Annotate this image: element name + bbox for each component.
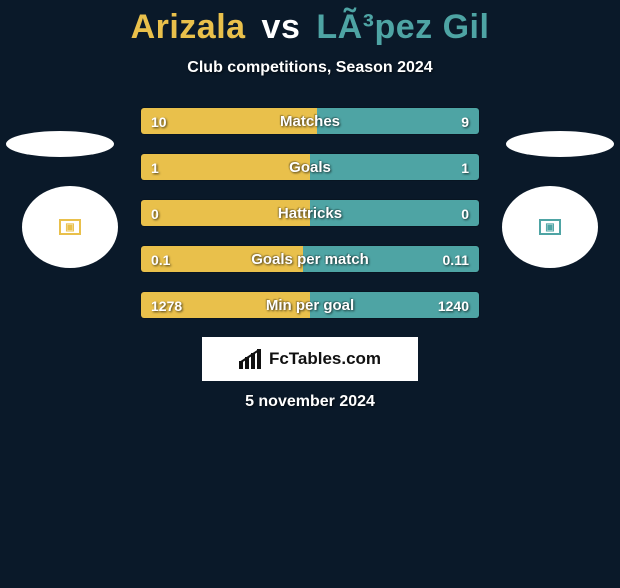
bar-label: Min per goal [141, 292, 479, 318]
brand-box: FcTables.com [202, 337, 418, 381]
left-club-badge: ▣ [22, 186, 118, 268]
bar-row: 0.10.11Goals per match [140, 245, 480, 273]
right-club-badge: ▣ [502, 186, 598, 268]
brand-chart-icon [239, 349, 263, 369]
bar-label: Hattricks [141, 200, 479, 226]
bar-label: Goals per match [141, 246, 479, 272]
bar-row: 00Hattricks [140, 199, 480, 227]
bar-label: Goals [141, 154, 479, 180]
bar-label: Matches [141, 108, 479, 134]
bar-row: 12781240Min per goal [140, 291, 480, 319]
subtitle: Club competitions, Season 2024 [0, 59, 620, 77]
player-right-name: LÃ³pez Gil [316, 8, 489, 46]
bar-row: 109Matches [140, 107, 480, 135]
right-badge-icon: ▣ [539, 219, 561, 235]
player-left-name: Arizala [131, 8, 246, 46]
vs-text: vs [262, 8, 301, 46]
right-club-ellipse [506, 131, 614, 157]
bar-row: 11Goals [140, 153, 480, 181]
date-text: 5 november 2024 [0, 393, 620, 411]
comparison-bars: 109Matches 11Goals 00Hattricks 0.10.11Goals… [140, 107, 480, 319]
left-club-ellipse [6, 131, 114, 157]
left-badge-icon: ▣ [59, 219, 81, 235]
page-title: Arizala vs LÃ³pez Gil [0, 8, 620, 47]
comparison-card: Arizala vs LÃ³pez Gil Club competitions,… [0, 8, 620, 588]
brand-text: FcTables.com [269, 349, 381, 369]
